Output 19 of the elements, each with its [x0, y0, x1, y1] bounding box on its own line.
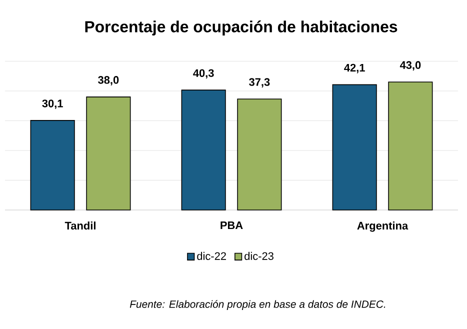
bar	[332, 84, 377, 210]
data-label: 40,3	[193, 69, 214, 79]
data-label: 38,0	[98, 76, 119, 86]
x-tick-label: PBA	[220, 222, 243, 230]
bar	[388, 82, 433, 210]
bar	[237, 98, 282, 210]
data-label: 43,0	[400, 61, 421, 71]
x-tick-label: Tandil	[64, 222, 96, 230]
bar	[30, 120, 75, 210]
legend-label: dic-22	[197, 252, 226, 260]
bar	[86, 96, 131, 210]
legend-label: dic-23	[244, 252, 274, 260]
bar	[181, 90, 226, 210]
source-note: Fuente: Elaboración propia en base a datos de INDEC.	[130, 300, 386, 310]
data-label: 30,1	[42, 100, 63, 109]
data-label: 37,3	[249, 78, 270, 88]
chart-title: Porcentaje de ocupación de habitaciones	[85, 20, 398, 36]
x-tick-label: Argentina	[357, 222, 408, 232]
data-label: 42,1	[344, 64, 365, 74]
